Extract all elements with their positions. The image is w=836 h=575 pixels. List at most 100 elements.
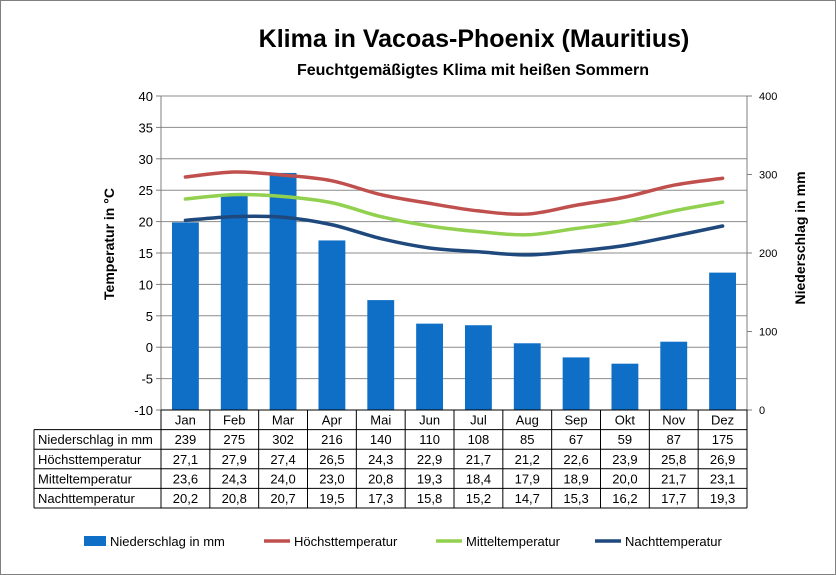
table-cell: 21,7 (661, 471, 686, 486)
table-cell: 216 (321, 432, 343, 447)
y-left-tick-label: 5 (146, 309, 153, 324)
table-cell: 18,4 (466, 471, 491, 486)
x-tick-label: Apr (322, 413, 343, 428)
table-cell: 140 (370, 432, 392, 447)
y-right-tick-label: 300 (759, 170, 777, 182)
chart-title: Klima in Vacoas-Phoenix (Mauritius) (259, 25, 690, 53)
table-cell: 20,2 (173, 491, 198, 506)
legend-swatch-bar (84, 536, 106, 546)
table-cell: 23,9 (612, 452, 637, 467)
table-cell: 239 (175, 432, 197, 447)
table-cell: 19,3 (417, 471, 442, 486)
table-cell: 21,7 (466, 452, 491, 467)
table-cell: 20,8 (222, 491, 247, 506)
table-cell: 23,1 (710, 471, 735, 486)
table-cell: 302 (272, 432, 294, 447)
x-tick-label: Jun (419, 413, 440, 428)
legend-label: Höchsttemperatur (294, 534, 398, 549)
line-mitteltemperatur (183, 192, 725, 237)
table-cell: 24,3 (368, 452, 393, 467)
table-cell: 22,6 (563, 452, 588, 467)
table-cell: 85 (520, 432, 534, 447)
line-series (183, 170, 725, 257)
data-table: Jan Feb Mar Apr Mai Jun Jul Aug Sep Okt Nov Dez Nied… (33, 409, 748, 509)
table-row-label: Nachttemperatur (38, 491, 135, 506)
table-cell: 17,7 (661, 491, 686, 506)
y-left-tick-label: 35 (139, 120, 153, 135)
table-cell: 19,3 (710, 491, 735, 506)
bar-niederschlag (416, 323, 444, 410)
line-höchsttemperatur (183, 170, 725, 217)
y-right-tick-label: 400 (759, 91, 777, 103)
bar-niederschlag (513, 343, 541, 410)
table-cell: 17,3 (368, 491, 393, 506)
line-nachttemperatur (183, 214, 725, 257)
x-tick-label: Mai (370, 413, 391, 428)
x-tick-label: Feb (223, 413, 245, 428)
table-cell: 108 (468, 432, 490, 447)
y-left-tick-label: -10 (134, 403, 153, 418)
table-cell: 59 (618, 432, 632, 447)
y-left-tick-label: 10 (139, 277, 153, 292)
bar-niederschlag (562, 357, 590, 410)
x-tick-label: Sep (565, 413, 588, 428)
table-cell: 23,0 (319, 471, 344, 486)
table-cell: 26,5 (319, 452, 344, 467)
y-axis-left-label: Temperatur in °C (101, 188, 117, 300)
x-tick-label: Jan (175, 413, 196, 428)
legend: Niederschlag in mm Höchsttemperatur Mittel… (84, 534, 722, 549)
x-tick-label: Mar (272, 413, 295, 428)
table-cell: 25,8 (661, 452, 686, 467)
x-tick-label: Jul (470, 413, 487, 428)
table-cell: 27,9 (222, 452, 247, 467)
table-row-label: Mitteltemperatur (38, 471, 133, 486)
table-cell: 17,9 (515, 471, 540, 486)
x-tick-label: Aug (516, 413, 539, 428)
table-cell: 24,0 (270, 471, 295, 486)
y-left-tick-label: 0 (146, 340, 153, 355)
table-cell: 16,2 (612, 491, 637, 506)
table-cell: 87 (667, 432, 681, 447)
table-cell: 15,2 (466, 491, 491, 506)
y-right-tick-label: 0 (759, 405, 765, 417)
y-axis-right-label: Niederschlag in mm (792, 171, 808, 304)
table-cell: 14,7 (515, 491, 540, 506)
gridlines (161, 95, 747, 411)
bar-niederschlag (171, 222, 199, 410)
x-tick-label: Dez (711, 413, 734, 428)
table-cell: 15,3 (563, 491, 588, 506)
table-cell: 67 (569, 432, 583, 447)
table-cell: 18,9 (563, 471, 588, 486)
bar-niederschlag (318, 240, 346, 410)
bar-niederschlag (367, 300, 395, 410)
y-left-tick-label: 20 (139, 215, 153, 230)
bar-niederschlag (464, 325, 492, 410)
bar-niederschlag (611, 363, 639, 410)
table-cell: 27,1 (173, 452, 198, 467)
y-right-tick-label: 100 (759, 327, 777, 339)
table-cell: 27,4 (270, 452, 295, 467)
table-row-label: Niederschlag in mm (38, 432, 153, 447)
table-cell: 20,0 (612, 471, 637, 486)
legend-label: Nachttemperatur (625, 534, 722, 549)
y-right-tick-label: 200 (759, 248, 777, 260)
y-left-tick-label: 25 (139, 183, 153, 198)
table-cell: 15,8 (417, 491, 442, 506)
table-cell: 19,5 (319, 491, 344, 506)
x-tick-label: Okt (615, 413, 636, 428)
y-left-tick-label: 15 (139, 246, 153, 261)
table-cell: 24,3 (222, 471, 247, 486)
bar-niederschlag (660, 341, 688, 410)
table-cell: 175 (712, 432, 734, 447)
bar-niederschlag (269, 172, 297, 410)
bar-niederschlag (709, 272, 737, 410)
bar-niederschlag (220, 194, 248, 410)
x-tick-label: Nov (662, 413, 686, 428)
table-cell: 22,9 (417, 452, 442, 467)
table-cell: 20,8 (368, 471, 393, 486)
axes: 40 35 30 25 20 15 10 5 0 -5 -10 400 300 200 100 0 (134, 89, 777, 418)
chart-subtitle: Feuchtgemäßigtes Klima mit heißen Sommer… (297, 62, 649, 79)
table-cell: 26,9 (710, 452, 735, 467)
